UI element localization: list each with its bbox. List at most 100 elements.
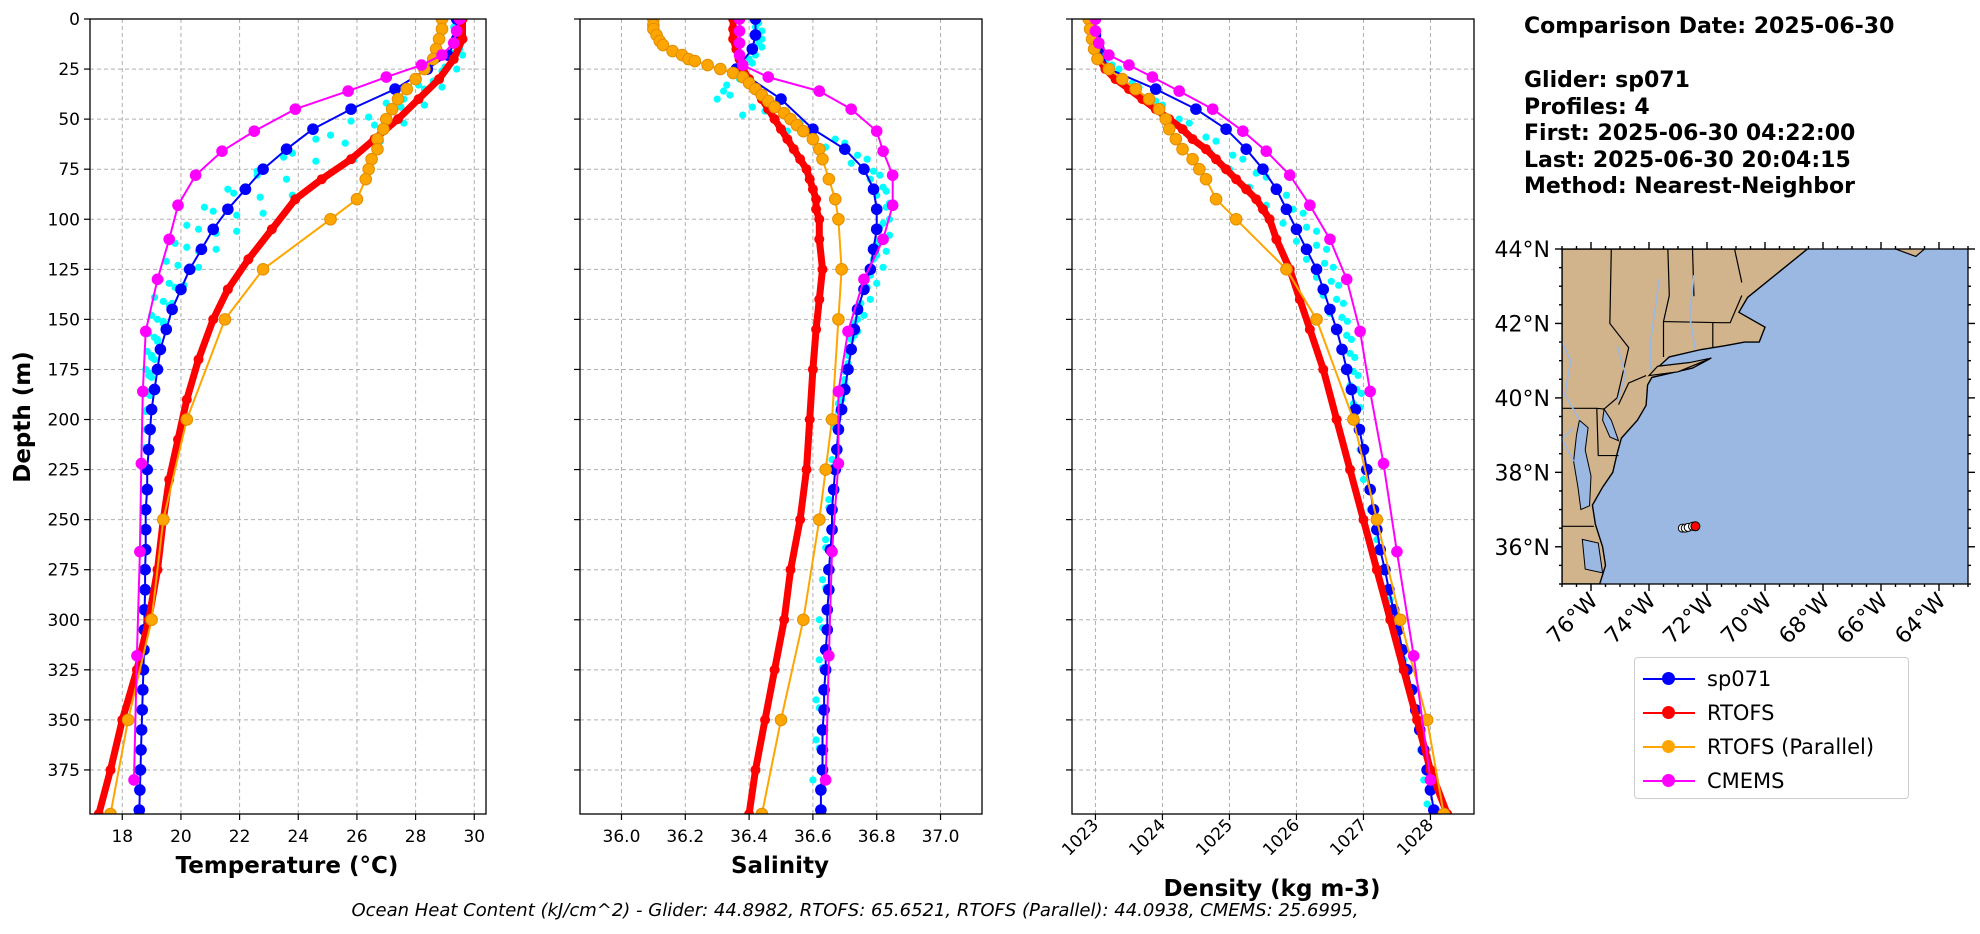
series-marker: [807, 184, 818, 195]
series-marker: [804, 174, 815, 185]
profile-dot: [420, 101, 428, 109]
x-tick-label: 30: [463, 827, 485, 847]
profile-dot: [1299, 209, 1307, 217]
series-marker: [1211, 154, 1222, 165]
series-marker: [886, 199, 899, 212]
first-time: First: 2025-06-30 04:22:00: [1524, 121, 1856, 146]
series-marker: [135, 744, 147, 756]
legend-label: sp071: [1707, 667, 1772, 691]
series-marker: [1190, 103, 1202, 115]
series-marker: [812, 513, 826, 526]
profile-dot: [212, 245, 220, 253]
profile-dot: [812, 736, 820, 744]
profile-dot: [853, 151, 862, 159]
series-marker: [1260, 145, 1273, 157]
profile-dot: [148, 373, 156, 382]
series-line: [109, 19, 443, 814]
series-marker: [139, 503, 152, 516]
series-marker: [1176, 142, 1189, 156]
profile-dot: [1343, 331, 1351, 339]
series-marker: [877, 233, 889, 246]
y-tick-label: 0: [69, 10, 80, 30]
legend-item-sp071: sp071: [1643, 662, 1900, 696]
map-lat-label: 36°N: [1495, 536, 1550, 561]
series-marker: [409, 72, 422, 86]
y-tick-label: 25: [58, 60, 80, 80]
series-marker: [1391, 545, 1403, 558]
profile-dot: [1354, 371, 1362, 380]
profile-dot: [1185, 119, 1193, 127]
series-marker: [216, 145, 228, 157]
series-marker: [141, 483, 153, 496]
plot-area: [647, 19, 899, 814]
series-marker: [1394, 613, 1407, 627]
series-marker: [290, 194, 301, 205]
density-panel: 1023 1024 1025 1026 1027 1028: [1058, 18, 1475, 860]
legend: sp071 RTOFS RTOFS (Parallel) CMEMS: [1634, 657, 1909, 799]
series-marker: [1304, 324, 1315, 335]
series-marker: [1271, 234, 1282, 245]
series-marker: [801, 164, 812, 175]
series-marker: [1317, 283, 1330, 296]
series-line: [1087, 19, 1445, 814]
series-marker: [733, 19, 746, 25]
series-marker: [413, 94, 424, 105]
series-marker: [688, 54, 702, 68]
legend-label: RTOFS (Parallel): [1707, 735, 1875, 759]
profile-dot: [1357, 389, 1366, 398]
series-marker: [1229, 212, 1243, 226]
x-tick-label: 26: [346, 827, 368, 847]
profile-dot: [723, 81, 731, 89]
series-marker: [1091, 52, 1104, 66]
profile-dot: [882, 247, 890, 255]
series-marker: [832, 212, 845, 226]
series-marker: [280, 143, 293, 155]
long-island: [1647, 357, 1712, 377]
series-marker: [385, 102, 399, 116]
legend-swatch: [1643, 669, 1695, 689]
series-marker: [1209, 192, 1223, 206]
y-tick-label: 50: [58, 110, 80, 130]
series-marker: [1345, 383, 1358, 396]
x-tick-label: 36.2: [666, 827, 704, 847]
series-marker: [134, 764, 147, 776]
profile-dot: [1359, 475, 1368, 484]
series-marker: [1187, 134, 1198, 145]
series-marker: [1089, 19, 1102, 25]
series-marker: [139, 325, 152, 338]
state-border: [1663, 295, 1743, 324]
series-line: [735, 19, 878, 810]
series-marker: [1103, 49, 1115, 61]
series-marker: [172, 199, 184, 212]
profile-dot: [815, 656, 823, 664]
series-marker: [795, 154, 806, 165]
profile-dot: [863, 155, 871, 163]
y-tick-label: 125: [48, 260, 80, 280]
series-marker: [133, 804, 146, 814]
series-marker: [819, 463, 832, 476]
series-marker: [714, 62, 727, 76]
series-marker: [1231, 174, 1242, 185]
series-marker: [1115, 72, 1129, 86]
profile-dot: [1115, 65, 1123, 73]
profile-dot: [1312, 227, 1321, 235]
profile-dot: [341, 139, 349, 147]
state-border: [1733, 249, 1743, 283]
profile-dot: [312, 135, 320, 143]
legend-item-rtofs-parallel: RTOFS (Parallel): [1643, 730, 1900, 764]
series-marker: [845, 343, 857, 356]
series-marker: [870, 125, 883, 137]
series-marker: [134, 784, 146, 796]
series-marker: [811, 204, 822, 215]
series-marker: [797, 613, 810, 627]
series-marker: [744, 809, 755, 814]
series-marker: [154, 343, 167, 356]
series-marker: [795, 514, 806, 525]
series-marker: [105, 764, 116, 775]
x-tick-label: 1025: [1192, 815, 1237, 860]
series-marker: [1280, 263, 1293, 276]
y-tick-label: 375: [48, 761, 80, 781]
xlabel-temperature: Temperature (°C): [176, 853, 399, 879]
map-lon-label: 76°W: [1543, 588, 1604, 649]
series-marker: [1290, 223, 1303, 236]
